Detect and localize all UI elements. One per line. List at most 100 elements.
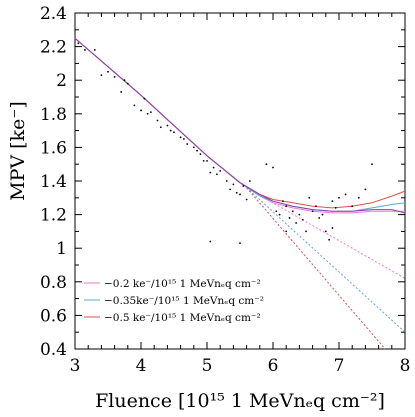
data-point: [301, 218, 304, 221]
y-axis-label: MPV [ke⁻]: [7, 101, 29, 201]
data-point: [285, 230, 288, 233]
data-point: [186, 143, 189, 145]
data-point: [242, 185, 245, 187]
x-tick-label: 8: [400, 356, 411, 376]
x-tick-label: 3: [70, 356, 81, 376]
data-point: [235, 191, 238, 194]
data-point: [107, 70, 109, 73]
data-point: [146, 112, 149, 115]
y-tick-label: 1.2: [40, 206, 67, 226]
x-tick-label: 4: [136, 356, 147, 376]
x-tick-label: 7: [334, 356, 345, 376]
data-point: [282, 200, 284, 203]
data-point: [245, 198, 248, 201]
data-point: [229, 188, 232, 191]
data-point: [331, 200, 334, 203]
data-point: [334, 206, 337, 209]
data-point: [357, 196, 360, 199]
x-tick-labels: 3 4 5 6 7 8: [70, 356, 411, 376]
data-point: [84, 49, 86, 51]
x-tick-label: 6: [268, 356, 279, 376]
y-tick-label: 2: [56, 71, 67, 91]
data-point: [324, 230, 327, 233]
data-point: [113, 75, 116, 78]
legend-entry: −0.2 ke⁻/10¹⁵ 1 MeVnₑq cm⁻²: [104, 278, 261, 290]
y-tick-labels: 0.4 0.6 0.8 1 1.2 1.4 1.6 1.8 2 2.2 2.4: [40, 4, 67, 360]
data-point: [159, 126, 162, 129]
data-point: [239, 193, 241, 196]
data-point: [331, 227, 334, 229]
data-point: [298, 213, 301, 216]
data-point: [209, 171, 212, 174]
data-point: [93, 49, 96, 51]
x-axis-label: Fluence [10¹⁵ 1 MeVnₑq cm⁻²]: [95, 390, 385, 412]
data-point: [351, 205, 354, 208]
y-tick-label: 0.4: [40, 340, 67, 360]
data-point: [305, 230, 307, 233]
data-point: [169, 129, 172, 132]
extrapolation-line: [246, 187, 406, 279]
data-point: [120, 91, 123, 93]
data-point: [338, 196, 340, 199]
x-tick-label: 5: [202, 356, 213, 376]
data-point: [143, 97, 146, 100]
legend-entry: −0.5 ke⁻/10¹⁵ 1 MeVnₑq cm⁻²: [104, 312, 261, 324]
data-point: [126, 82, 129, 85]
data-point: [133, 104, 136, 107]
data-point: [206, 159, 208, 162]
legend-entry: −0.35ke⁻/10¹⁵ 1 MeVnₑq cm⁻²: [104, 295, 264, 307]
fit-curves: [74, 37, 406, 214]
data-point: [272, 166, 274, 169]
data-point: [328, 238, 330, 241]
data-point: [225, 180, 228, 182]
y-tick-label: 0.8: [40, 273, 67, 293]
y-tick-label: 1.6: [40, 138, 67, 158]
axis-ticks: [74, 12, 406, 350]
data-point: [311, 210, 314, 213]
data-point: [150, 111, 152, 114]
data-point: [285, 205, 288, 208]
data-point: [239, 242, 241, 245]
data-point: [278, 213, 281, 216]
data-point: [192, 146, 195, 149]
data-point: [202, 159, 205, 162]
data-point: [100, 74, 103, 77]
data-point: [371, 163, 373, 166]
data-point: [308, 196, 311, 199]
data-point: [275, 210, 278, 213]
y-tick-label: 2.4: [40, 4, 67, 24]
data-point: [315, 205, 317, 208]
fit-curve: [74, 37, 405, 214]
extrapolation-lines: [246, 187, 406, 350]
data-point: [183, 138, 185, 140]
data-point: [265, 163, 268, 166]
y-tick-label: 1.4: [40, 172, 67, 192]
data-point: [166, 124, 169, 127]
data-point: [295, 222, 297, 224]
y-tick-label: 1: [56, 239, 67, 259]
data-point: [209, 240, 212, 243]
y-tick-label: 2.2: [40, 38, 67, 58]
data-point: [288, 217, 291, 219]
data-point: [364, 188, 367, 191]
data-point: [344, 193, 347, 196]
data-point: [212, 166, 215, 169]
data-point: [219, 170, 222, 172]
extrapolation-line: [246, 187, 386, 350]
fit-curve: [74, 37, 406, 212]
data-point: [321, 213, 324, 216]
y-tick-label: 1.8: [40, 105, 67, 125]
data-point: [173, 131, 175, 134]
data-point: [318, 217, 321, 219]
data-point: [199, 153, 202, 156]
data-point: [249, 180, 251, 182]
legend: −0.2 ke⁻/10¹⁵ 1 MeVnₑq cm⁻² −0.35ke⁻/10¹⁵…: [84, 278, 264, 324]
data-point: [291, 210, 294, 213]
fit-curve: [74, 37, 406, 214]
y-tick-label: 0.6: [40, 306, 67, 326]
data-points: [77, 42, 373, 245]
data-point: [179, 136, 182, 139]
data-point: [232, 183, 235, 186]
data-point: [140, 109, 142, 112]
